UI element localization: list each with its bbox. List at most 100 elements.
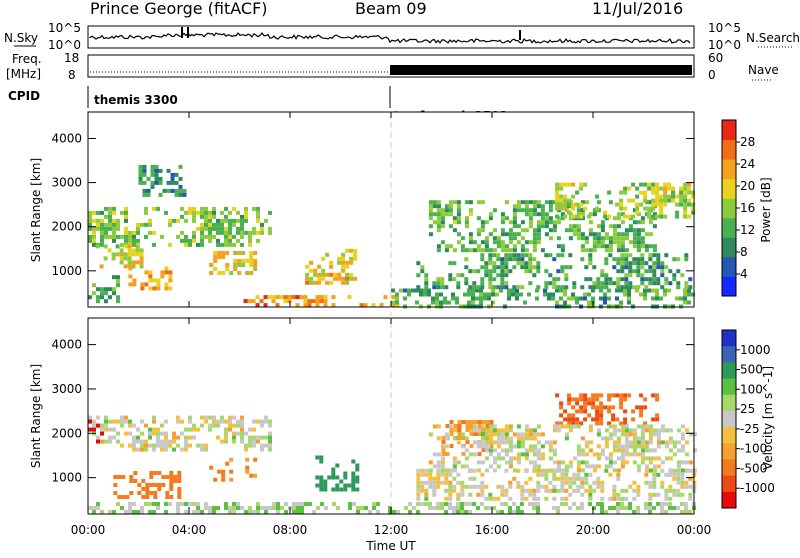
heatmap-cell xyxy=(323,479,328,484)
colorbar-swatch xyxy=(722,410,736,428)
noise-left-tick-top: 10^5 xyxy=(48,21,81,35)
heatmap-cell xyxy=(576,452,581,457)
heatmap-cell xyxy=(496,436,501,441)
heatmap-cell xyxy=(256,419,260,424)
heatmap-cell xyxy=(241,259,246,263)
heatmap-cell xyxy=(496,236,501,241)
heatmap-cell xyxy=(432,452,437,457)
heatmap-cell xyxy=(321,256,326,261)
heatmap-cell xyxy=(213,255,218,259)
heatmap-cell xyxy=(684,460,689,465)
heatmap-cell xyxy=(120,415,124,420)
heatmap-cell xyxy=(240,242,244,247)
heatmap-cell xyxy=(444,510,448,514)
noise-panel: N.Sky 10^5 10^0 10^5 10^0 N.Search xyxy=(4,21,800,52)
heatmap-cell xyxy=(648,232,653,237)
heatmap-cell xyxy=(624,424,629,429)
heatmap-cell xyxy=(583,296,587,301)
heatmap-cell xyxy=(564,496,569,501)
heatmap-cell xyxy=(588,428,593,433)
heatmap-cell xyxy=(528,240,533,245)
heatmap-cell xyxy=(680,460,685,465)
heatmap-cell xyxy=(583,206,588,211)
heatmap-cell xyxy=(571,296,575,301)
heatmap-cell xyxy=(496,285,501,290)
heatmap-cell xyxy=(612,257,617,262)
heatmap-cell xyxy=(648,506,652,510)
heatmap-cell xyxy=(92,427,96,432)
heatmap-cell xyxy=(568,424,573,429)
heatmap-cell xyxy=(680,432,685,437)
colorbar-swatch xyxy=(722,475,736,493)
heatmap-cell xyxy=(536,464,541,469)
heatmap-cell xyxy=(465,424,470,428)
heatmap-cell xyxy=(560,244,565,249)
heatmap-cell xyxy=(152,431,156,436)
y-tick-label: 3000 xyxy=(51,382,82,396)
heatmap-cell xyxy=(603,292,607,297)
heatmap-cell xyxy=(260,222,264,227)
heatmap-cell xyxy=(548,208,553,213)
heatmap-cell xyxy=(178,164,183,169)
heatmap-cell xyxy=(428,476,433,481)
heatmap-cell xyxy=(464,510,468,514)
heatmap-cell xyxy=(268,210,272,215)
heatmap-cell xyxy=(131,252,136,257)
heatmap-cell xyxy=(283,295,288,300)
heatmap-cell xyxy=(528,212,533,217)
heatmap-cell xyxy=(132,447,136,452)
heatmap-cell xyxy=(228,419,232,424)
heatmap-cell xyxy=(580,476,585,481)
heatmap-cell xyxy=(443,300,447,305)
heatmap-cell xyxy=(568,236,573,241)
heatmap-cell xyxy=(144,206,148,211)
time-axis: 00:00 04:00 08:00 12:00 16:00 20:00 00:00 xyxy=(71,112,711,537)
heatmap-cell xyxy=(313,280,318,285)
heatmap-cell xyxy=(676,492,681,497)
heatmap-cell xyxy=(236,419,240,424)
heatmap-cell xyxy=(164,435,168,440)
heatmap-cell xyxy=(120,242,124,247)
heatmap-cell xyxy=(152,427,156,432)
heatmap-cell xyxy=(611,393,616,398)
heatmap-cell xyxy=(579,296,583,301)
heatmap-cell xyxy=(624,236,629,241)
heatmap-cell xyxy=(664,502,668,506)
heatmap-cell xyxy=(580,502,584,506)
heatmap-cell xyxy=(628,452,633,457)
heatmap-cell xyxy=(141,495,146,499)
heatmap-cell xyxy=(624,277,629,282)
heatmap-cell xyxy=(424,496,429,501)
heatmap-cell xyxy=(648,281,653,286)
heatmap-cell xyxy=(176,218,180,223)
heatmap-cell xyxy=(192,435,196,440)
heatmap-cell xyxy=(516,224,521,229)
heatmap-cell xyxy=(516,440,521,445)
heatmap-cell xyxy=(540,456,545,461)
heatmap-cell xyxy=(164,210,168,215)
heatmap-cell xyxy=(583,405,588,410)
heatmap-cell xyxy=(688,492,693,497)
heatmap-cell xyxy=(651,186,656,191)
heatmap-cell xyxy=(532,273,537,278)
heatmap-cell xyxy=(603,405,608,410)
heatmap-cell xyxy=(100,222,104,227)
heatmap-cell xyxy=(208,234,212,239)
heatmap-cell xyxy=(584,200,589,205)
heatmap-cell xyxy=(532,452,537,457)
heatmap-cell xyxy=(620,502,624,506)
heatmap-cell xyxy=(221,473,226,478)
heatmap-cell xyxy=(528,216,533,221)
heatmap-cell xyxy=(528,492,533,497)
heatmap-cell xyxy=(116,439,120,444)
heatmap-cell xyxy=(148,278,153,283)
heatmap-cell xyxy=(488,216,493,221)
heatmap-cell xyxy=(500,244,505,249)
heatmap-cell xyxy=(536,448,541,453)
heatmap-cell xyxy=(341,280,346,285)
heatmap-cell xyxy=(444,496,449,501)
heatmap-cell xyxy=(133,471,138,475)
heatmap-cell xyxy=(607,296,611,301)
heatmap-cell xyxy=(519,292,523,297)
heatmap-cell xyxy=(512,432,517,437)
